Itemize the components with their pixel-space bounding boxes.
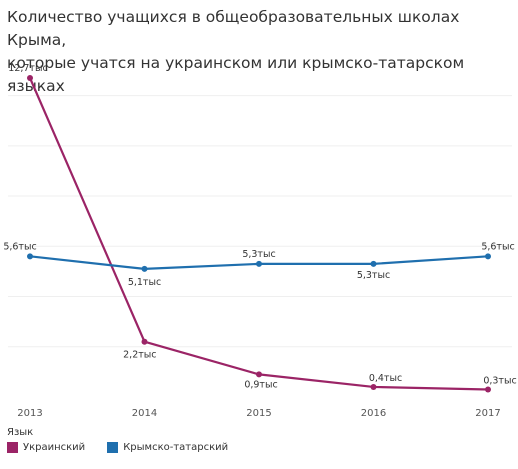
legend-item-crimean-tatar[interactable]: Крымско-татарский bbox=[107, 442, 228, 453]
data-label: 5,3тыс bbox=[357, 270, 390, 281]
legend-label-crimean-tatar: Крымско-татарский bbox=[123, 442, 229, 453]
data-label: 0,9тыс bbox=[244, 379, 277, 390]
legend: Язык Украинский Крымско-татарский bbox=[7, 427, 228, 453]
data-label: 5,1тыс bbox=[128, 277, 161, 288]
data-label: 12,7тыс bbox=[8, 63, 47, 74]
legend-title: Язык bbox=[7, 427, 34, 438]
chart-title-line-1: Количество учащихся в общеобразовательны… bbox=[7, 8, 460, 49]
data-label: 5,6тыс bbox=[3, 241, 36, 252]
x-tick-label: 2016 bbox=[361, 408, 386, 419]
gridlines bbox=[8, 95, 512, 348]
x-axis-ticks: 2013 2014 2015 2016 2017 bbox=[17, 408, 500, 419]
data-point[interactable] bbox=[256, 371, 262, 378]
chart-title: Количество учащихся в общеобразовательны… bbox=[7, 6, 512, 98]
data-point[interactable] bbox=[141, 265, 148, 272]
x-tick-label: 2015 bbox=[246, 408, 271, 419]
data-point[interactable] bbox=[370, 260, 377, 267]
legend-label-ukrainian: Украинский bbox=[23, 442, 86, 453]
x-tick-label: 2013 bbox=[17, 408, 42, 419]
data-point[interactable] bbox=[370, 383, 377, 390]
chart-title-line-2: которые учатся на украинском или крымско… bbox=[7, 54, 465, 95]
data-point[interactable] bbox=[27, 253, 33, 260]
data-label: 5,3тыс bbox=[242, 249, 275, 260]
data-label: 0,3тыс bbox=[483, 375, 516, 386]
x-tick-label: 2014 bbox=[132, 408, 157, 419]
data-label: 2,2тыс bbox=[123, 350, 156, 361]
series-line bbox=[28, 77, 489, 391]
data-labels: 12,7тыс 2,2тыс 0,9тыс 0,4тыс 0,3тыс 5,6тыс 5,1… bbox=[3, 63, 516, 390]
series-lines bbox=[28, 77, 489, 391]
data-label: 0,4тыс bbox=[369, 373, 402, 384]
data-point[interactable] bbox=[141, 338, 148, 345]
data-point[interactable] bbox=[27, 75, 33, 81]
legend-item-ukrainian[interactable]: Украинский bbox=[7, 442, 85, 453]
data-label: 5,6тыс bbox=[481, 241, 514, 252]
legend-swatch-ukrainian bbox=[7, 442, 18, 453]
data-point[interactable] bbox=[485, 386, 491, 393]
data-points bbox=[27, 75, 491, 393]
x-tick-label: 2017 bbox=[475, 408, 500, 419]
legend-swatch-crimean-tatar bbox=[107, 442, 119, 453]
data-point[interactable] bbox=[256, 260, 262, 267]
data-point[interactable] bbox=[485, 253, 491, 260]
